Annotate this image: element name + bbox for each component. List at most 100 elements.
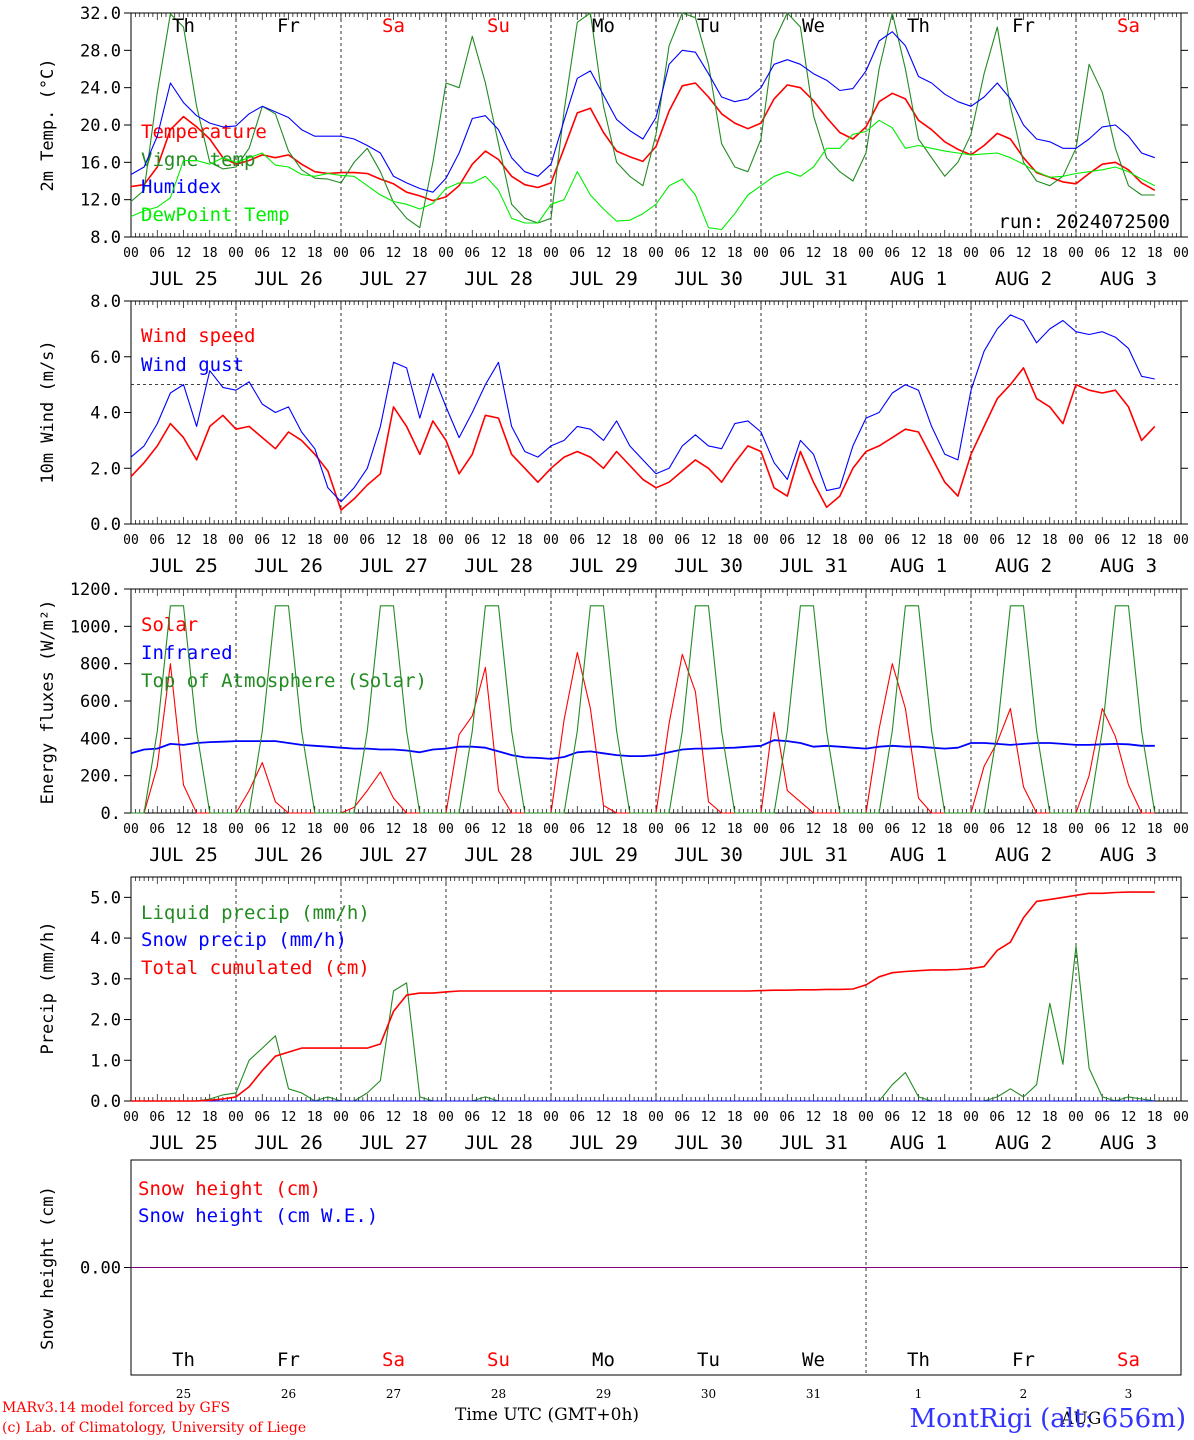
hour-label: 12 [701, 822, 717, 837]
hour-label: 18 [517, 246, 533, 261]
hour-label: 18 [412, 1110, 428, 1125]
hour-label: 12 [386, 246, 402, 261]
date-label: JUL 27 [359, 1132, 428, 1154]
hour-label: 00 [438, 822, 454, 837]
hour-label: 06 [149, 822, 165, 837]
legend-entry: Infrared [141, 642, 233, 664]
hour-label: 18 [1042, 533, 1058, 548]
day-name: Fr [1012, 15, 1035, 37]
hour-label: 06 [569, 246, 585, 261]
bottom-month-label: AUG [1060, 1409, 1101, 1429]
hour-label: 18 [622, 246, 638, 261]
day-name: We [802, 15, 825, 37]
day-name-bottom: Fr [1012, 1349, 1035, 1371]
hour-label: 18 [937, 246, 953, 261]
hour-label: 00 [1068, 533, 1084, 548]
y-tick-label: 8.0 [90, 228, 121, 248]
hour-label: 18 [202, 246, 218, 261]
legend-entry: Wind speed [141, 325, 255, 347]
hour-label: 06 [884, 822, 900, 837]
hour-label: 06 [1094, 1110, 1110, 1125]
hour-label: 18 [412, 822, 428, 837]
hour-label: 18 [832, 533, 848, 548]
hour-label: 00 [753, 246, 769, 261]
hour-label: 12 [596, 246, 612, 261]
day-name: Sa [382, 15, 405, 37]
date-label: AUG 1 [890, 555, 947, 577]
hour-label: 12 [701, 1110, 717, 1125]
date-label: AUG 1 [890, 268, 947, 290]
y-tick-label: 0. [101, 804, 121, 824]
y-tick-label: 4.0 [90, 929, 121, 949]
hour-label: 18 [307, 822, 323, 837]
hour-label: 12 [911, 246, 927, 261]
hour-label: 00 [648, 246, 664, 261]
day-name: Tu [697, 15, 720, 37]
hour-label: 06 [569, 822, 585, 837]
hour-label: 06 [359, 1110, 375, 1125]
hour-label: 18 [517, 533, 533, 548]
date-label: JUL 31 [779, 268, 848, 290]
hour-label: 18 [517, 822, 533, 837]
date-label: JUL 30 [674, 1132, 743, 1154]
date-label: JUL 26 [254, 844, 323, 866]
hour-label: 12 [1016, 1110, 1032, 1125]
hour-label: 00 [333, 1110, 349, 1125]
y-axis-label: 10m Wind (m/s) [38, 340, 58, 483]
hour-label: 06 [779, 533, 795, 548]
hour-label: 18 [937, 1110, 953, 1125]
date-label: JUL 27 [359, 555, 428, 577]
series-line-3-2 [130, 739, 1155, 760]
hour-label: 06 [779, 822, 795, 837]
hour-label: 12 [386, 822, 402, 837]
y-tick-label: 3.0 [90, 970, 121, 990]
day-name-bottom: Sa [382, 1349, 405, 1371]
hour-label: 00 [1173, 1110, 1189, 1125]
series-line-3-3 [131, 605, 1156, 814]
hour-label: 00 [1068, 822, 1084, 837]
day-name: Fr [277, 15, 300, 37]
hour-label: 12 [281, 246, 297, 261]
y-tick-label: 24.0 [80, 79, 121, 99]
day-name: Sa [1117, 15, 1140, 37]
hour-label: 00 [438, 1110, 454, 1125]
hour-label: 00 [1068, 1110, 1084, 1125]
footer-line-1: MARv3.14 model forced by GFS [2, 1400, 231, 1416]
y-tick-label: 400. [80, 729, 121, 749]
date-label: JUL 28 [464, 268, 533, 290]
series-line-1-4 [130, 119, 1156, 231]
date-label: JUL 30 [674, 844, 743, 866]
hour-label: 12 [176, 246, 192, 261]
hour-label: 18 [727, 533, 743, 548]
hour-label: 12 [911, 533, 927, 548]
hour-label: 00 [333, 246, 349, 261]
hour-label: 00 [963, 246, 979, 261]
hour-label: 12 [596, 822, 612, 837]
legend-entry: Top of Atmosphere (Solar) [141, 670, 427, 692]
hour-label: 12 [911, 822, 927, 837]
bottom-day-number: 28 [491, 1387, 506, 1401]
hour-label: 18 [202, 822, 218, 837]
hour-label: 00 [753, 1110, 769, 1125]
legend-entry: Snow precip (mm/h) [141, 929, 347, 951]
legend-entry: Solar [141, 614, 198, 636]
hour-label: 06 [1094, 533, 1110, 548]
hour-label: 06 [254, 533, 270, 548]
hour-label: 00 [123, 246, 139, 261]
date-label: AUG 2 [995, 555, 1052, 577]
day-name-bottom: Tu [697, 1349, 720, 1371]
hour-label: 00 [543, 1110, 559, 1125]
bottom-day-number: 26 [281, 1387, 296, 1401]
hour-label: 18 [412, 246, 428, 261]
day-name-bottom: Fr [277, 1349, 300, 1371]
hour-label: 12 [386, 1110, 402, 1125]
hour-label: 18 [622, 533, 638, 548]
hour-label: 06 [884, 533, 900, 548]
panel-4: 0.0 1.0 2.0 3.0 4.0 5.0 Precip (mm/h) Liquid pr… [38, 876, 1189, 1154]
hour-label: 06 [674, 822, 690, 837]
hour-label: 18 [622, 822, 638, 837]
series-line-1-1 [130, 82, 1156, 202]
hour-label: 00 [228, 822, 244, 837]
hour-label: 00 [963, 1110, 979, 1125]
hour-label: 06 [464, 246, 480, 261]
